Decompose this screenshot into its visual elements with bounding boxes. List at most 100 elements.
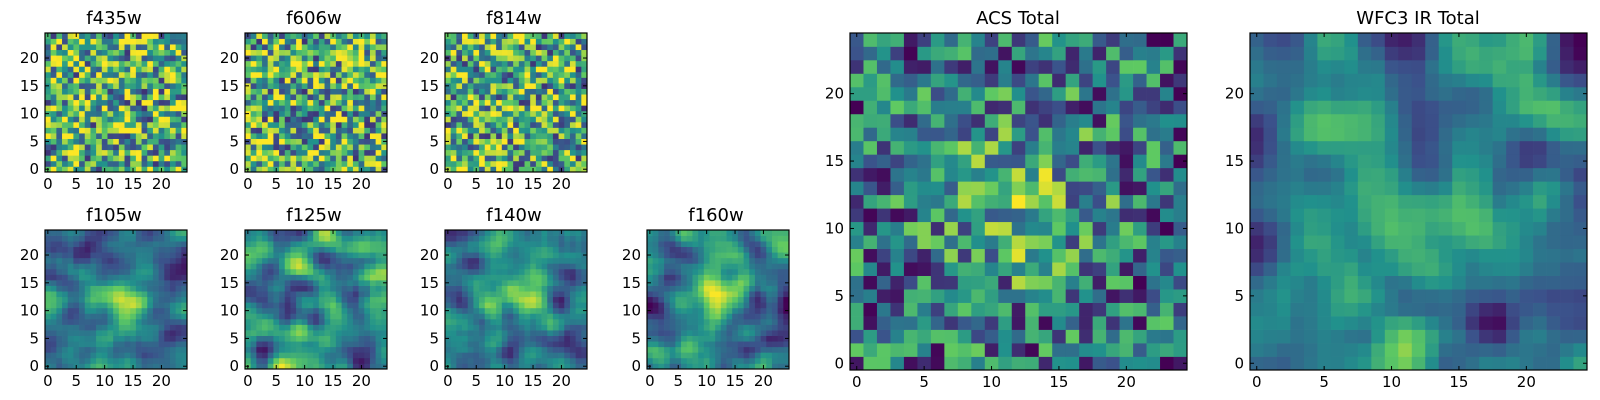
heatmap-cell: [96, 235, 103, 242]
heatmap-cell: [518, 71, 525, 78]
heatmap-cell: [318, 357, 325, 364]
heatmap-cell: [575, 149, 582, 156]
heatmap-cell: [998, 302, 1013, 317]
heatmap-cell: [96, 257, 103, 264]
heatmap-cell: [290, 144, 297, 151]
heatmap-cell: [467, 149, 474, 156]
heatmap-cell: [783, 302, 790, 309]
heatmap-cell: [375, 83, 382, 89]
heatmap-cell: [569, 313, 576, 320]
heatmap-cell: [284, 241, 291, 248]
heatmap-cell: [473, 99, 480, 106]
heatmap-cell: [381, 274, 388, 281]
heatmap-cell: [90, 60, 97, 67]
heatmap-cell: [158, 116, 165, 123]
heatmap-cell: [158, 241, 165, 248]
heatmap-cell: [541, 291, 548, 298]
heatmap-cell: [175, 144, 182, 151]
panel-title-f125w: f125w: [286, 205, 341, 226]
heatmap-cell: [971, 302, 986, 317]
heatmap-cell: [250, 33, 257, 39]
heatmap-cell: [56, 235, 63, 242]
heatmap-cell: [152, 235, 159, 242]
heatmap-cell: [496, 99, 503, 106]
heatmap-cell: [313, 324, 320, 331]
heatmap-cell: [96, 155, 103, 162]
heatmap-cell: [175, 38, 182, 45]
heatmap-cell: [245, 116, 252, 123]
heatmap-cell: [664, 346, 671, 353]
heatmap-cell: [313, 263, 320, 270]
heatmap-cell: [669, 357, 676, 364]
heatmap-cell: [1011, 289, 1026, 303]
heatmap-cell: [330, 291, 337, 298]
heatmap-cell: [732, 357, 739, 364]
heatmap-cell: [313, 94, 320, 101]
heatmap-cell: [135, 66, 142, 73]
heatmap-cell: [1160, 343, 1174, 357]
heatmap-cell: [45, 105, 52, 112]
heatmap-cell: [743, 352, 750, 359]
heatmap-cell: [479, 99, 486, 106]
heatmap-cell: [944, 208, 959, 223]
heatmap-cell: [267, 44, 274, 51]
heatmap-cell: [113, 88, 120, 95]
heatmap-cell: [290, 105, 297, 112]
heatmap-cell: [473, 149, 480, 156]
heatmap-cell: [169, 60, 176, 67]
heatmap-cell: [152, 313, 159, 320]
heatmap-cell: [1119, 262, 1134, 276]
heatmap-cell: [352, 263, 359, 270]
heatmap-cell: [1160, 289, 1174, 303]
heatmap-cell: [113, 121, 120, 128]
heatmap-cell: [90, 155, 97, 162]
heatmap-cell: [490, 363, 497, 370]
heatmap-cell: [147, 341, 154, 348]
heatmap-cell: [675, 330, 682, 336]
heatmap-cell: [1092, 356, 1107, 371]
heatmap-cell: [558, 133, 565, 139]
heatmap-cell: [547, 88, 554, 95]
heatmap-cell: [1025, 329, 1040, 344]
heatmap-cell: [301, 44, 308, 51]
heatmap-cell: [501, 55, 508, 62]
heatmap-cell: [513, 268, 520, 275]
heatmap-cell: [1092, 316, 1107, 330]
heatmap-cell: [169, 121, 176, 128]
heatmap-cell: [381, 246, 388, 253]
heatmap-cell: [456, 94, 463, 101]
heatmap-cell: [484, 60, 491, 67]
heatmap-cell: [369, 133, 376, 139]
heatmap-cell: [301, 235, 308, 242]
heatmap-cell: [513, 363, 520, 370]
heatmap-cell: [507, 144, 514, 151]
heatmap-cell: [279, 149, 286, 156]
heatmap-cell: [473, 335, 480, 342]
heatmap-cell: [575, 127, 582, 134]
heatmap-cell: [1119, 221, 1134, 236]
heatmap-cell: [245, 127, 252, 134]
heatmap-cell: [754, 302, 761, 309]
heatmap-cell: [518, 318, 525, 325]
heatmap-cell: [279, 296, 286, 303]
heatmap-cell: [381, 77, 388, 84]
heatmap-cell: [250, 149, 257, 156]
heatmap-cell: [552, 149, 559, 156]
heatmap-cell: [462, 121, 469, 128]
heatmap-cell: [169, 83, 176, 89]
heatmap-cell: [564, 55, 571, 62]
heatmap-cell: [130, 324, 137, 331]
heatmap-cell: [462, 313, 469, 320]
heatmap-cell: [479, 94, 486, 101]
heatmap-cell: [335, 105, 342, 112]
heatmap-cell: [732, 285, 739, 292]
heatmap-cell: [352, 144, 359, 151]
heatmap-cell: [158, 105, 165, 112]
heatmap-cell: [462, 127, 469, 134]
heatmap-cell: [524, 352, 531, 359]
heatmap-cell: [720, 296, 727, 303]
heatmap-cell: [575, 105, 582, 112]
heatmap-cell: [703, 324, 710, 331]
heatmap-cell: [766, 307, 773, 314]
heatmap-cell: [250, 88, 257, 95]
